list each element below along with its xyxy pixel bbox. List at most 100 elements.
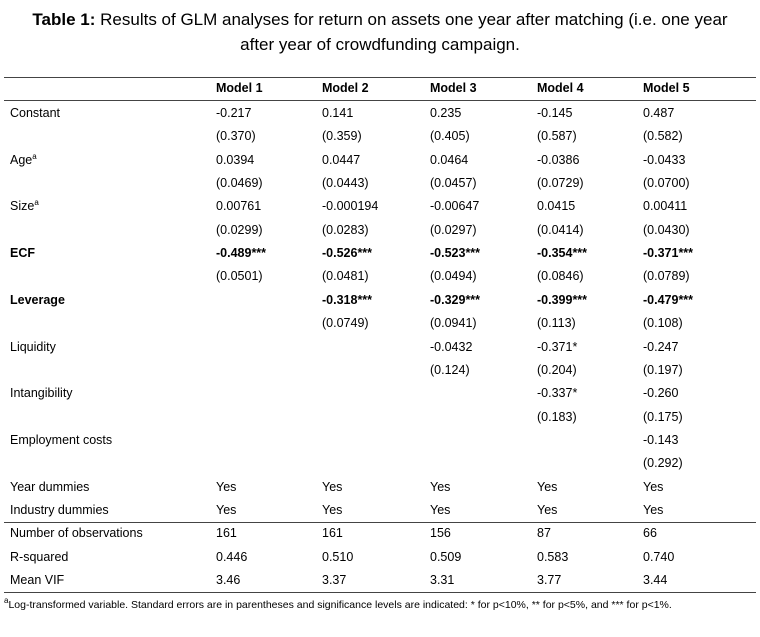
title-line: after year of crowdfunding campaign. bbox=[0, 34, 760, 56]
row-label: Industry dummies bbox=[10, 502, 109, 517]
table-cell: (0.582) bbox=[643, 129, 683, 144]
table-cell: -0.0433 bbox=[643, 152, 686, 167]
footnote: aLog-transformed variable. Standard erro… bbox=[4, 597, 749, 613]
table-cell: 0.446 bbox=[216, 549, 248, 564]
table-cell: 161 bbox=[322, 526, 343, 541]
table-cell: 66 bbox=[643, 526, 657, 541]
table-cell: 0.487 bbox=[643, 106, 675, 120]
table-cell: 0.0447 bbox=[322, 152, 361, 167]
table-cell: (0.0443) bbox=[322, 176, 369, 191]
title-label: Table 1: bbox=[32, 10, 96, 29]
table-cell: (0.175) bbox=[643, 409, 683, 424]
table-cell: -0.00647 bbox=[430, 199, 480, 214]
table-cell: -0.329*** bbox=[430, 292, 481, 307]
table-cell: (0.197) bbox=[643, 362, 683, 377]
table-cell: Yes bbox=[216, 502, 237, 517]
table-cell: (0.0729) bbox=[537, 176, 584, 191]
footnote-text: Log-transformed variable. Standard error… bbox=[8, 599, 672, 611]
table-cell: Yes bbox=[537, 479, 558, 494]
row-label-sup: a bbox=[32, 151, 37, 161]
table-cell: Yes bbox=[537, 502, 558, 517]
table-cell: 3.44 bbox=[643, 573, 668, 587]
row-label: Intangibility bbox=[10, 386, 73, 401]
table-cell: (0.0941) bbox=[430, 316, 477, 331]
column-header: Model 3 bbox=[430, 81, 477, 95]
table-cell: (0.0494) bbox=[430, 269, 477, 284]
row-label: Year dummies bbox=[10, 479, 90, 494]
table-cell: 0.235 bbox=[430, 106, 462, 120]
column-header: Model 1 bbox=[216, 81, 263, 95]
title-text: Results of GLM analyses for return on as… bbox=[100, 10, 728, 29]
table-cell: (0.587) bbox=[537, 129, 577, 144]
row-label: Employment costs bbox=[10, 432, 113, 447]
table-cell: (0.370) bbox=[216, 129, 256, 144]
table-cell: (0.183) bbox=[537, 409, 577, 424]
row-label: ECF bbox=[10, 246, 35, 261]
table-cell: 0.0415 bbox=[537, 199, 576, 214]
row-label: Agea bbox=[10, 151, 37, 167]
title-line: Table 1: Results of GLM analyses for ret… bbox=[0, 9, 760, 31]
table-cell: 3.77 bbox=[537, 573, 562, 587]
table-cell: (0.0789) bbox=[643, 269, 690, 284]
table-cell: (0.405) bbox=[430, 129, 470, 144]
table-cell: -0.143 bbox=[643, 432, 679, 447]
table-cell: 0.00411 bbox=[643, 199, 688, 214]
table-rule bbox=[4, 100, 756, 101]
row-label: Sizea bbox=[10, 198, 39, 214]
table-cell: -0.479*** bbox=[643, 292, 694, 307]
row-label: Mean VIF bbox=[10, 573, 65, 587]
table-cell: -0.260 bbox=[643, 386, 679, 401]
table-cell: -0.489*** bbox=[216, 246, 267, 261]
table-cell: (0.0430) bbox=[643, 222, 690, 237]
table-cell: 0.00761 bbox=[216, 199, 262, 214]
column-header: Model 5 bbox=[643, 81, 690, 95]
title-text: after year of crowdfunding campaign. bbox=[240, 35, 520, 54]
table-cell: (0.0297) bbox=[430, 222, 477, 237]
table-cell: (0.0700) bbox=[643, 176, 690, 191]
table-cell: 0.740 bbox=[643, 549, 675, 564]
table-cell: (0.0299) bbox=[216, 222, 263, 237]
table-cell: 161 bbox=[216, 526, 237, 541]
table-cell: (0.359) bbox=[322, 129, 362, 144]
table-cell: (0.292) bbox=[643, 456, 683, 471]
table-cell: -0.000194 bbox=[322, 199, 379, 214]
column-header: Model 2 bbox=[322, 81, 369, 95]
table-cell: -0.217 bbox=[216, 106, 252, 120]
table-cell: -0.354*** bbox=[537, 246, 588, 261]
table-cell: -0.0432 bbox=[430, 339, 473, 354]
table-cell: (0.204) bbox=[537, 362, 577, 377]
row-label: Leverage bbox=[10, 292, 65, 307]
table-cell: -0.371* bbox=[537, 339, 578, 354]
row-label-sup: a bbox=[34, 198, 39, 208]
table-cell: 0.510 bbox=[322, 549, 354, 564]
table-cell: Yes bbox=[322, 479, 343, 494]
table-cell: Yes bbox=[322, 502, 343, 517]
column-header: Model 4 bbox=[537, 81, 584, 95]
table-cell: Yes bbox=[430, 502, 451, 517]
table-cell: 156 bbox=[430, 526, 451, 541]
table-cell: (0.0457) bbox=[430, 176, 477, 191]
table-cell: 0.141 bbox=[322, 106, 354, 120]
table-cell: -0.523*** bbox=[430, 246, 481, 261]
table-cell: (0.108) bbox=[643, 316, 683, 331]
table-cell: 3.31 bbox=[430, 573, 455, 587]
table-cell: -0.399*** bbox=[537, 292, 588, 307]
footnote-sup: a bbox=[4, 596, 9, 605]
table-cell: (0.124) bbox=[430, 362, 470, 377]
table-rule bbox=[4, 592, 756, 593]
table-cell: Yes bbox=[430, 479, 451, 494]
table-cell: Yes bbox=[216, 479, 237, 494]
table-cell: -0.337* bbox=[537, 386, 578, 401]
table-cell: 87 bbox=[537, 526, 551, 541]
table-cell: (0.0414) bbox=[537, 222, 584, 237]
table-cell: (0.0469) bbox=[216, 176, 263, 191]
table-cell: 3.37 bbox=[322, 573, 347, 587]
table-rule bbox=[4, 77, 756, 78]
row-label: Constant bbox=[10, 106, 61, 120]
table-cell: -0.145 bbox=[537, 106, 573, 120]
row-label: Number of observations bbox=[10, 526, 143, 541]
table-cell: -0.371*** bbox=[643, 246, 694, 261]
table-cell: 0.509 bbox=[430, 549, 462, 564]
table-cell: 0.583 bbox=[537, 549, 569, 564]
